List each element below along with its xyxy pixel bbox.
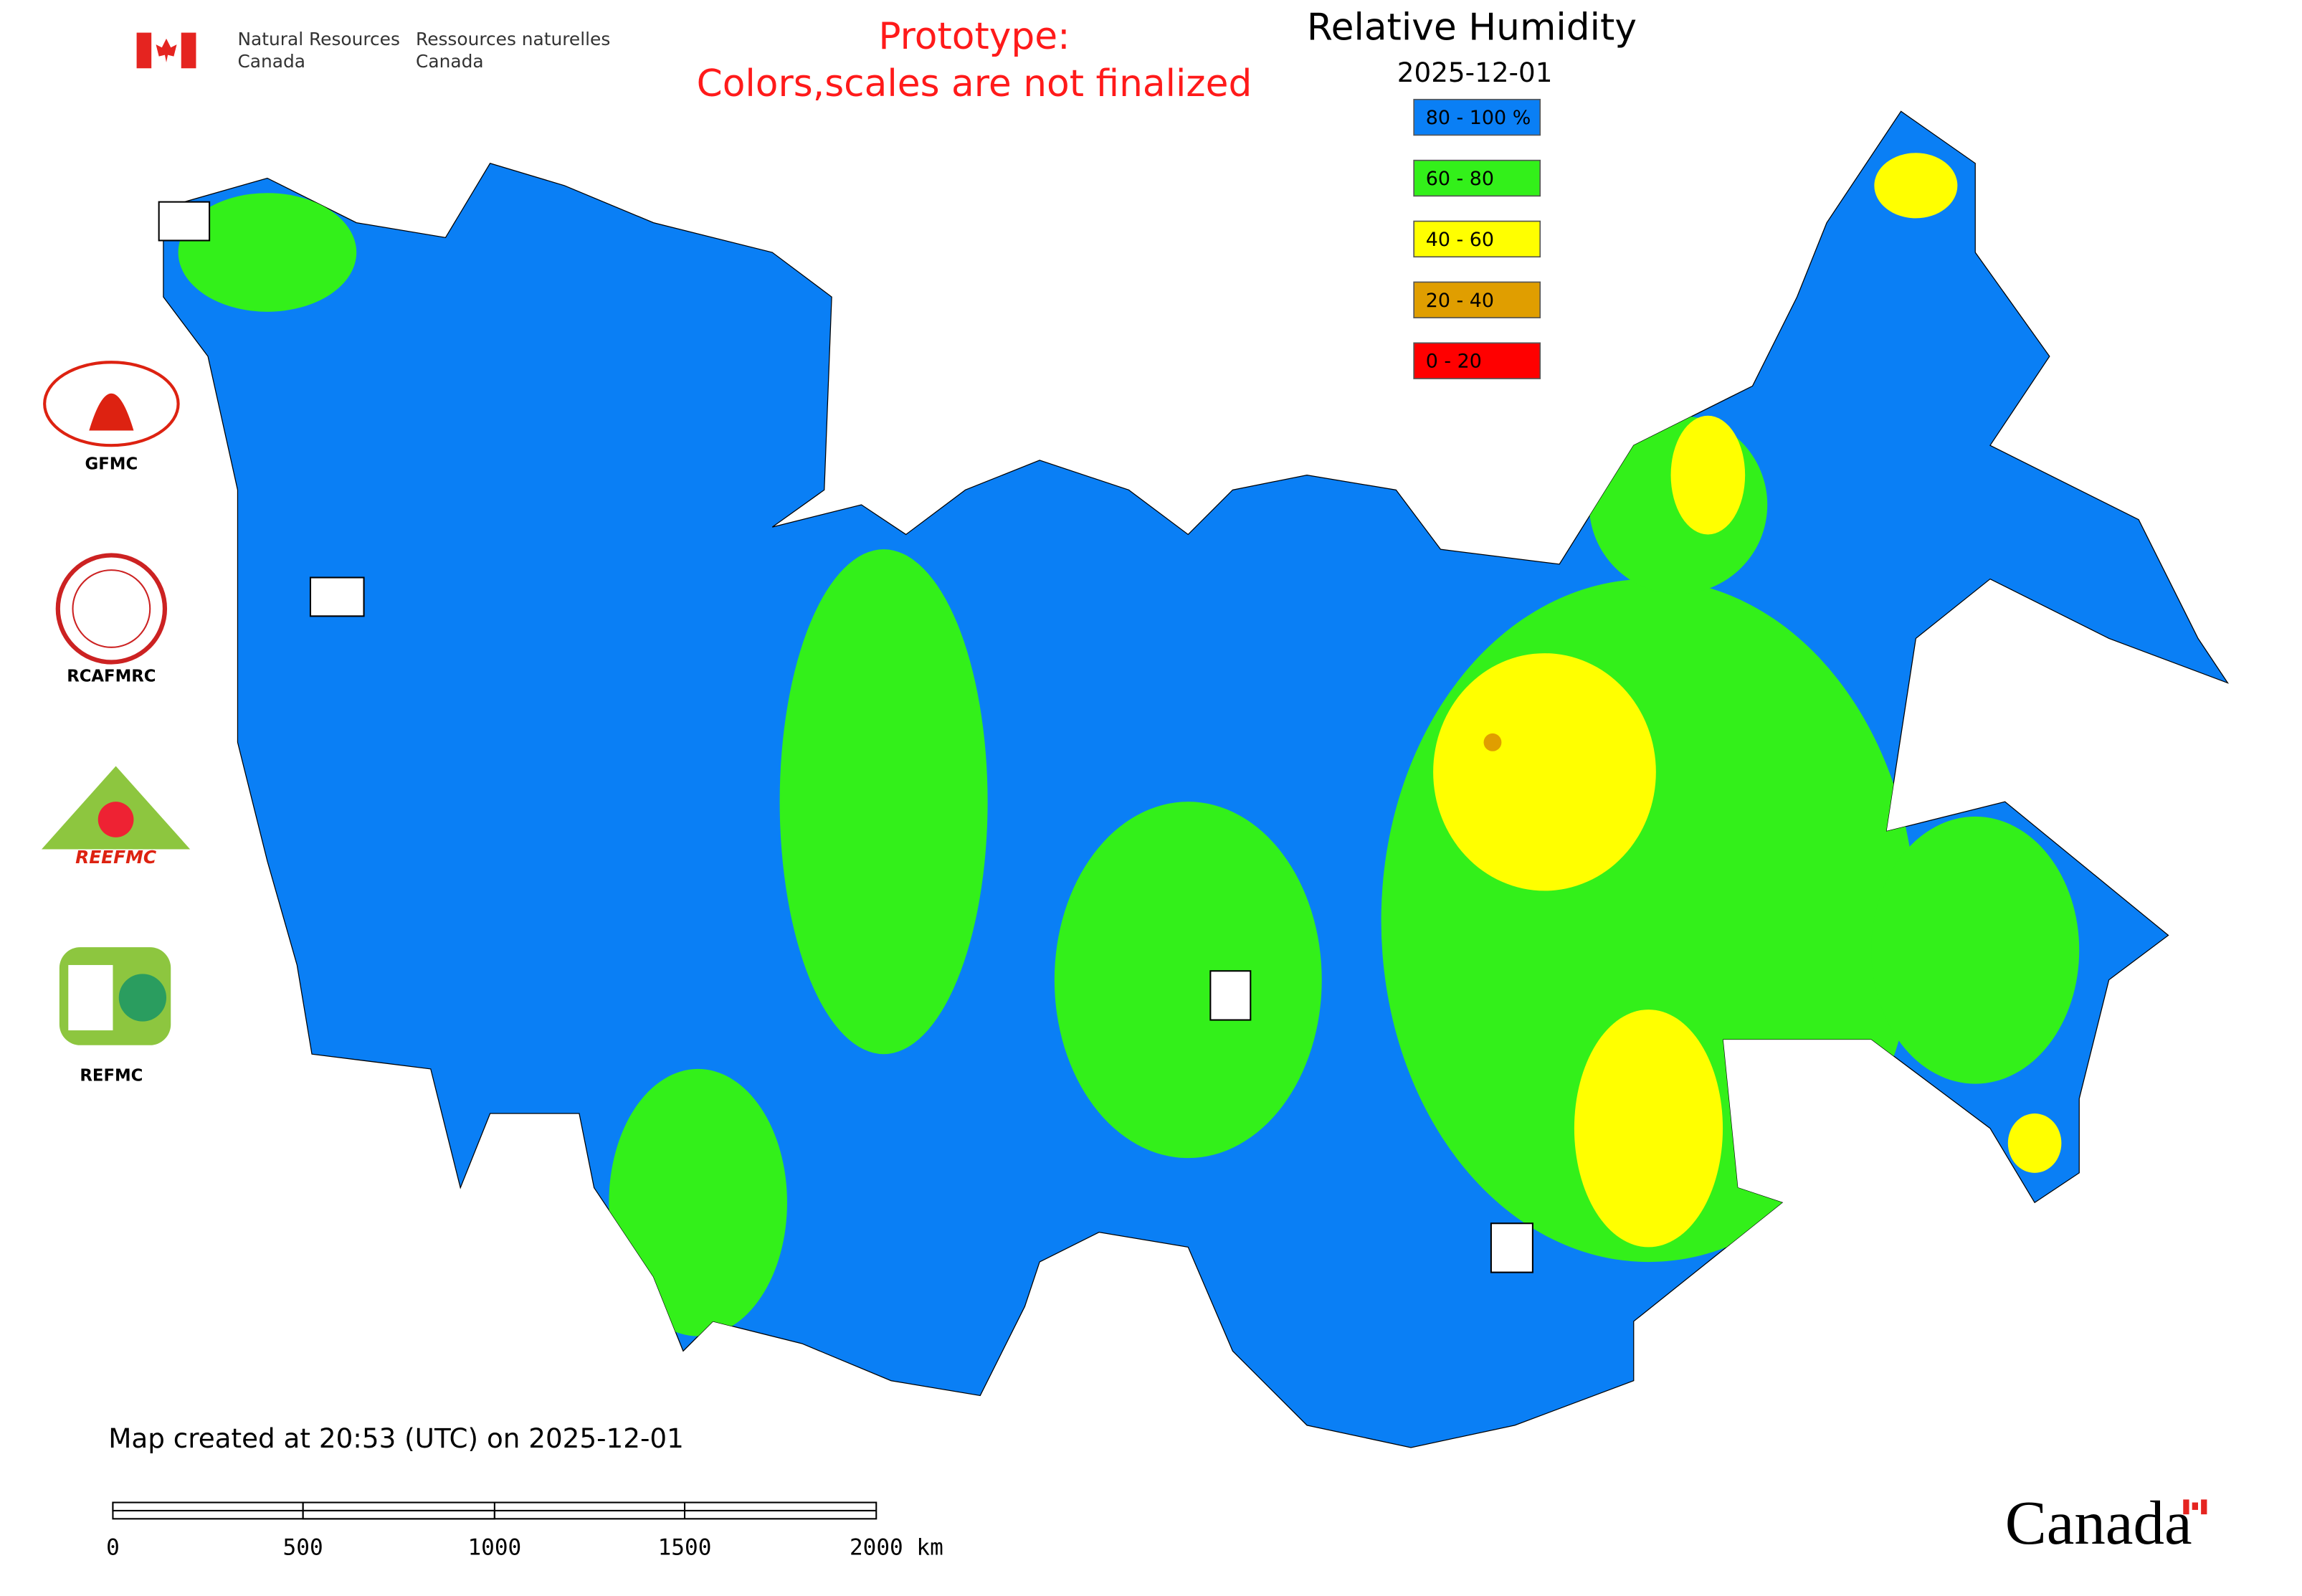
canada-wordmark: Canada: [2005, 1488, 2192, 1557]
canada-flag: [136, 32, 196, 69]
site-marker: [158, 201, 211, 242]
humidity-zone: [779, 549, 988, 1055]
scale-label: 2000 km: [850, 1535, 943, 1561]
site-marker: [309, 576, 365, 617]
legend-date: 2025-12-01: [1397, 57, 1553, 88]
legend-label: 80 - 100 %: [1426, 107, 1531, 129]
scale-label: 1500: [658, 1535, 712, 1561]
logo-label: REFMC: [80, 1067, 143, 1086]
humidity-zone: [2007, 1113, 2062, 1173]
humidity-zone: [1670, 415, 1746, 535]
logo-label: GFMC: [85, 455, 138, 474]
notice: Colors,scales are not finalized: [697, 62, 1252, 105]
scale-bar: [112, 1501, 877, 1520]
site-marker: [1490, 1222, 1533, 1273]
logo: [59, 947, 171, 1045]
legend-swatch: [1413, 98, 1541, 136]
logo: [55, 553, 168, 665]
scale-label: 0: [106, 1535, 120, 1561]
legend-label: 40 - 60: [1426, 229, 1494, 251]
logo: [43, 361, 180, 447]
map: [158, 110, 2229, 1448]
legend-label: 20 - 40: [1426, 290, 1494, 312]
legend-label: 0 - 20: [1426, 351, 1482, 373]
scale-label: 500: [283, 1535, 323, 1561]
humidity-zone: [1483, 733, 1502, 751]
scale-label: 1000: [467, 1535, 521, 1561]
legend-swatch: [1413, 281, 1541, 318]
notice: Prototype:: [878, 15, 1070, 58]
logo-label: REEFMC: [75, 847, 156, 868]
created-note: Map created at 20:53 (UTC) on 2025-12-01: [108, 1422, 684, 1454]
agency-en: Natural Resources: [237, 29, 399, 49]
legend-title: Relative Humidity: [1307, 6, 1637, 49]
humidity-zone: [178, 193, 357, 312]
humidity-zone: [1574, 1010, 1723, 1248]
humidity-zone: [1054, 802, 1322, 1159]
humidity-zone: [1433, 653, 1656, 891]
logo: [42, 766, 191, 850]
logo-label: RCAFMRC: [67, 668, 156, 686]
agency-fr: Canada: [416, 51, 484, 72]
humidity-zone: [162, 110, 2229, 1448]
scale-labels: 0 500 1000 1500 2000 km: [106, 1535, 943, 1561]
legend-swatch: [1413, 342, 1541, 379]
legend-swatch: [1413, 159, 1541, 197]
agency-fr: Ressources naturelles: [416, 29, 610, 49]
wordmark-flag: [2183, 1499, 2207, 1515]
legend-swatch: [1413, 220, 1541, 258]
humidity-zone: [609, 1068, 787, 1336]
humidity-zone: [1874, 153, 1958, 219]
legend: 80 - 100 % 60 - 80 40 - 60 20 - 40 0 - 20: [1413, 98, 1541, 379]
humidity-zone: [1871, 816, 2080, 1084]
legend-label: 60 - 80: [1426, 168, 1494, 190]
site-marker: [1209, 970, 1252, 1021]
agency-en: Canada: [237, 51, 305, 72]
